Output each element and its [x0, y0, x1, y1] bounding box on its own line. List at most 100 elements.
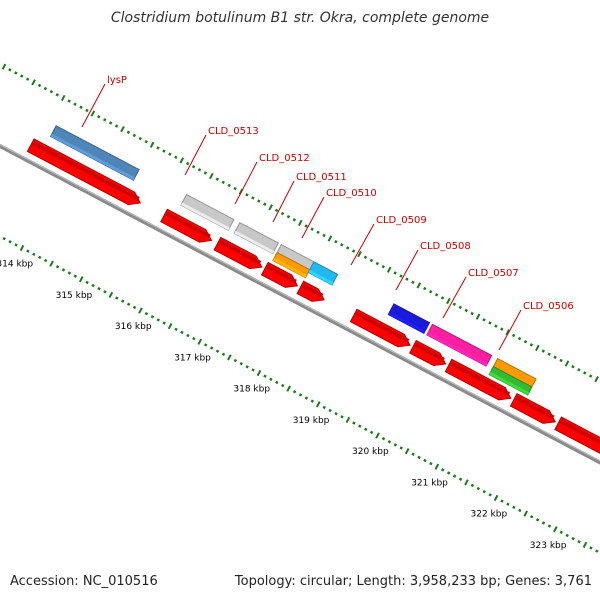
tick-mark: [582, 541, 588, 548]
ruler-label: 321 kbp: [411, 478, 448, 488]
tick-mark: [559, 530, 563, 535]
tick-mark: [103, 290, 107, 294]
leader-line: [498, 309, 522, 351]
cds-shade: [515, 396, 555, 420]
tick-mark: [493, 494, 499, 502]
leader-line: [350, 223, 375, 266]
tick-mark: [446, 297, 451, 305]
tick-mark: [529, 515, 534, 519]
tick-mark: [257, 199, 261, 203]
ruler-label: 319 kbp: [293, 416, 330, 426]
tick-mark: [49, 260, 54, 267]
tick-mark: [334, 239, 338, 244]
tick-mark: [8, 68, 12, 72]
tick-mark: [399, 274, 403, 278]
gene-label: CLD_0506: [523, 301, 574, 312]
tick-mark: [97, 114, 101, 119]
tick-mark: [55, 265, 60, 269]
tick-mark: [233, 358, 238, 363]
tick-mark: [85, 108, 89, 113]
tick-mark: [32, 252, 36, 256]
cds-shade: [165, 211, 211, 239]
tick-mark: [482, 490, 486, 494]
tick-mark: [488, 493, 492, 497]
tick-mark: [304, 224, 308, 228]
map-title: Clostridium botulinum B1 str. Okra, comp…: [110, 10, 490, 26]
ruler-label: 318 kbp: [233, 385, 270, 395]
tick-mark: [458, 477, 463, 481]
tick-mark: [363, 255, 368, 259]
tick-mark: [132, 305, 137, 310]
tick-mark: [245, 193, 249, 197]
tick-mark: [322, 233, 326, 238]
tick-mark: [251, 196, 255, 200]
tick-mark: [121, 299, 125, 303]
tick-mark: [594, 376, 599, 383]
accession-text: Accession: NC_010516: [10, 574, 158, 589]
ruler-labels: 314 kbp 315 kbp 316 kbp 317 kbp 318 kbp 319 k…: [0, 260, 567, 551]
tick-mark: [203, 171, 208, 175]
tick-mark: [132, 133, 137, 138]
gene-label: CLD_0512: [259, 153, 310, 164]
tick-mark: [191, 164, 196, 169]
tick-mark: [340, 243, 344, 247]
tick-mark: [464, 479, 469, 486]
tick-mark: [357, 251, 362, 258]
tick-mark: [209, 172, 214, 180]
tick-mark: [227, 354, 232, 361]
feature-highlight: [180, 202, 230, 231]
tick-mark: [8, 240, 12, 244]
feature-highlight: [489, 371, 530, 395]
tick-mark: [529, 343, 534, 347]
tick-mark: [571, 364, 575, 369]
tick-mark: [292, 218, 297, 222]
tick-mark: [144, 139, 148, 144]
tick-mark: [583, 371, 587, 375]
tick-mark: [269, 377, 273, 381]
gene-label: CLD_0508: [420, 241, 471, 252]
tick-mark: [464, 308, 468, 313]
tick-mark: [256, 369, 262, 377]
tick-mark: [49, 89, 54, 94]
tick-mark: [14, 71, 18, 75]
tick-mark: [108, 291, 114, 299]
tick-mark: [26, 249, 30, 253]
tick-mark: [31, 79, 36, 86]
tick-mark: [512, 505, 516, 510]
tick-mark: [535, 518, 540, 522]
tick-mark: [428, 289, 433, 294]
tick-mark: [518, 508, 522, 513]
topology-text: Topology: circular; Length: 3,958,233 bp…: [234, 574, 592, 589]
tick-mark: [233, 186, 237, 191]
tick-mark: [541, 349, 545, 353]
tick-mark: [517, 336, 522, 341]
tick-mark: [506, 502, 510, 506]
tick-mark: [316, 230, 320, 234]
tick-mark: [138, 136, 142, 141]
tick-mark: [559, 358, 563, 363]
tick-mark: [387, 440, 392, 444]
tick-mark: [156, 146, 160, 150]
tick-mark: [369, 430, 374, 435]
cds-shade: [355, 311, 410, 343]
tick-mark: [78, 276, 84, 283]
tick-mark: [73, 102, 77, 106]
feature-highlight: [50, 133, 135, 181]
gene-label: CLD_0511: [296, 172, 347, 183]
tick-mark: [589, 374, 593, 378]
tick-mark: [114, 124, 119, 128]
tick-mark: [274, 208, 279, 213]
feature-highlight: [234, 230, 275, 254]
feature-highlight: [388, 311, 426, 334]
tick-mark: [375, 432, 380, 439]
tick-mark: [482, 318, 486, 322]
tick-mark: [221, 352, 226, 356]
tick-mark: [156, 318, 160, 322]
tick-mark: [203, 343, 208, 347]
tick-mark: [564, 360, 570, 367]
tick-mark: [417, 455, 421, 460]
cds-shade: [559, 419, 600, 445]
tick-mark: [144, 311, 149, 316]
tick-mark: [345, 416, 351, 423]
